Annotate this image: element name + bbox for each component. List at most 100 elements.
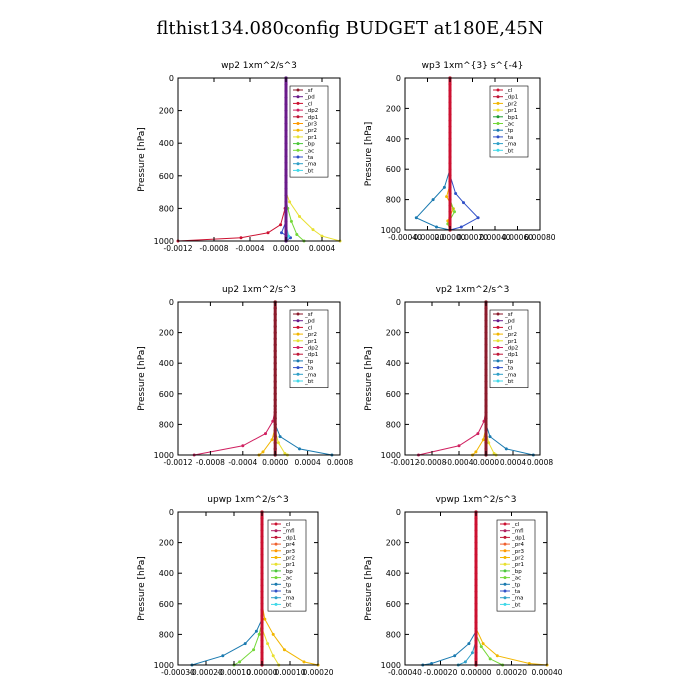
y-tick-label: 200 — [159, 539, 174, 548]
series-point — [284, 167, 288, 171]
series-point — [260, 534, 264, 539]
y-tick-label: 0 — [169, 508, 174, 517]
x-tick-label: 0.00080 — [524, 233, 555, 242]
y-tick-label: 200 — [386, 539, 401, 548]
legend-marker — [503, 529, 507, 533]
y-tick-label: 400 — [386, 135, 401, 144]
series-line — [233, 512, 263, 666]
legend-entry: _ac — [304, 148, 314, 154]
series-point — [260, 632, 264, 637]
legend-entry: _dp1 — [304, 115, 318, 121]
legend-entry: _pr4 — [282, 542, 296, 548]
series-point — [284, 187, 288, 191]
series-point — [448, 222, 452, 226]
y-tick-label: 1000 — [154, 451, 174, 460]
series-point — [448, 112, 452, 117]
legend-entry: _cl — [282, 522, 291, 528]
legend-marker — [296, 115, 300, 119]
y-tick-label: 200 — [159, 107, 174, 116]
series-point — [257, 632, 261, 636]
series-point — [474, 626, 478, 630]
plot-frame — [177, 511, 319, 666]
series-line — [418, 302, 487, 456]
legend-marker — [503, 582, 507, 586]
x-tick-label: 0.0008 — [527, 458, 553, 467]
legend-marker — [296, 95, 300, 99]
legend-marker — [296, 312, 300, 316]
y-axis-label: Pressure [hPa] — [137, 346, 147, 411]
series-point — [273, 324, 277, 329]
x-tick-label: -0.0012 — [164, 244, 193, 253]
legend-entry: _bp — [282, 569, 293, 575]
series-point — [448, 155, 452, 159]
series-point — [474, 528, 478, 533]
legend-entry: _pr2 — [511, 556, 524, 562]
legend-marker — [296, 135, 300, 139]
series-point — [273, 404, 277, 408]
x-tick-label: 0.0000 — [273, 244, 299, 253]
legend-marker — [503, 596, 507, 600]
series-point — [282, 648, 286, 652]
x-tick-label: -0.0004 — [236, 244, 265, 253]
legend-marker — [296, 155, 300, 159]
series-point — [448, 185, 452, 189]
series-point — [431, 198, 435, 202]
legend-entry: _ta — [282, 589, 291, 595]
series-point — [278, 435, 282, 439]
series-point — [474, 614, 478, 618]
series-point — [260, 541, 264, 545]
legend-box — [489, 85, 529, 158]
figure-title: flthist134.080config BUDGET at180E,45N — [156, 18, 544, 39]
legend-entry: _tp — [504, 359, 514, 365]
x-tick-label: 0.0000 — [473, 458, 499, 467]
series-point — [320, 234, 324, 238]
series-line — [258, 302, 276, 456]
legend-marker — [496, 332, 500, 336]
series-point — [260, 571, 264, 575]
series-point — [270, 438, 274, 442]
series-point — [273, 318, 277, 322]
series-point — [474, 657, 478, 661]
series-line — [177, 78, 287, 242]
legend-marker — [296, 372, 300, 376]
legend-entry: _ma — [504, 372, 516, 378]
y-tick-label: 1000 — [381, 451, 401, 460]
series-point — [462, 201, 465, 205]
legend-marker — [296, 366, 300, 370]
series-point — [445, 195, 449, 199]
series-point — [435, 225, 438, 229]
series-point — [459, 225, 463, 229]
x-tick-label: -0.00010 — [217, 668, 251, 677]
legend-entry: _dp1 — [504, 95, 518, 101]
legend-entry: _pr2 — [504, 101, 517, 107]
series-point — [284, 161, 288, 165]
legend-entry: _pr1 — [282, 562, 295, 568]
series-point — [273, 373, 277, 377]
x-tick-label: 0.00010 — [274, 668, 305, 677]
series-point — [414, 216, 418, 220]
series-point — [448, 167, 452, 171]
panel-title: up2 1xm^2/s^3 — [222, 285, 296, 295]
legend-marker — [296, 346, 300, 349]
legend-marker — [496, 95, 500, 99]
series-point — [289, 219, 293, 223]
legend-marker — [503, 589, 507, 593]
legend-marker — [296, 332, 300, 336]
series-point — [479, 645, 483, 649]
series-point — [476, 432, 480, 436]
x-tick-label: 0.00060 — [502, 233, 533, 242]
legend-entry: _sf — [304, 88, 314, 94]
series-point — [448, 191, 452, 196]
legend-entry: _pr3 — [511, 549, 525, 555]
series-point — [453, 210, 456, 214]
legend-entry: _dp1 — [504, 352, 518, 358]
series-point — [448, 137, 452, 141]
legend-marker — [296, 379, 300, 383]
series-point — [273, 337, 277, 341]
series-point — [243, 642, 247, 646]
legend-marker — [503, 549, 507, 553]
y-tick-label: 800 — [386, 196, 401, 205]
series-point — [476, 216, 480, 220]
series-point — [271, 419, 275, 423]
y-axis-label: Pressure [hPa] — [137, 556, 147, 621]
